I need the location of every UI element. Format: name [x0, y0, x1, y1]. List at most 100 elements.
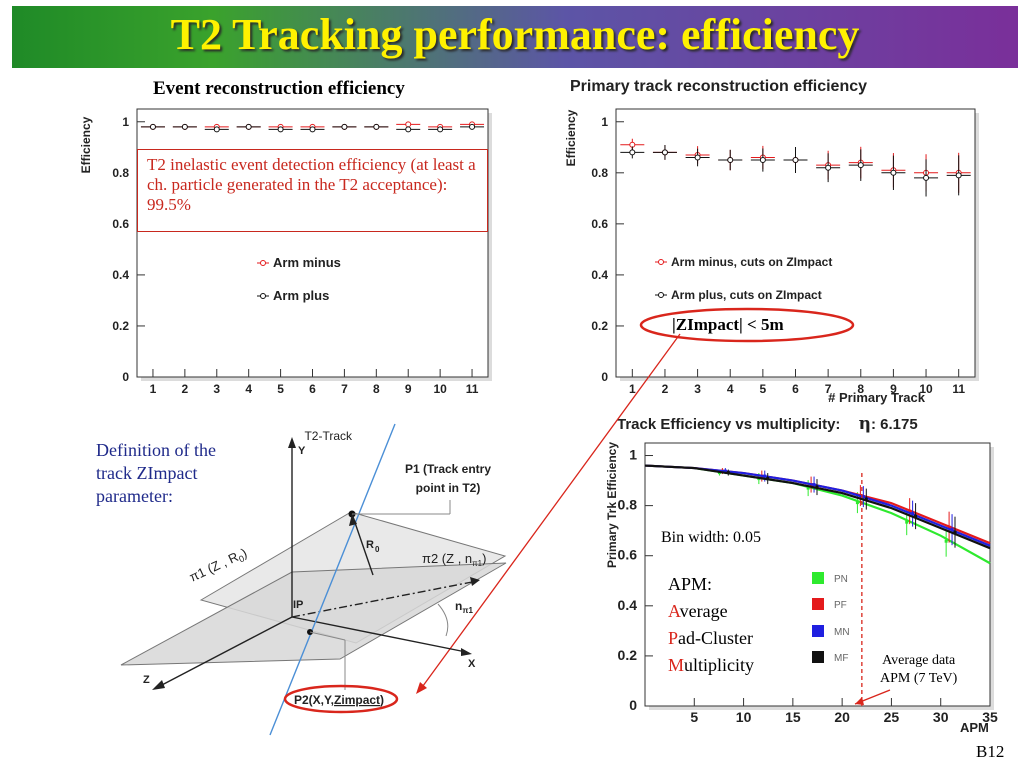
event-series-1-point — [277, 126, 284, 133]
mult-series-PF-point — [908, 509, 912, 513]
apm-title: APM: — [668, 574, 713, 594]
diagram-p2-c: ) — [380, 693, 384, 707]
mult-chart-xtick-label: 5 — [690, 709, 698, 725]
title-bar: T2 Tracking performance: efficiency — [12, 6, 1018, 68]
event-series-1-point — [437, 126, 444, 133]
primary-chart-ytick-label: 0.4 — [591, 268, 608, 282]
apm-line-1-first: A — [668, 601, 680, 621]
primary-panel-title: Primary track reconstruction efficiency — [570, 78, 868, 95]
event-chart-xtick-label: 6 — [309, 382, 316, 396]
primary-series-1-point — [759, 157, 766, 164]
primary-chart-ytick-label: 0.8 — [591, 166, 608, 180]
mult-series-PN-point — [944, 539, 948, 543]
mult-series-MF-point — [815, 485, 819, 489]
apm-line-1-rest: verage — [679, 601, 728, 621]
mult-series-MF-point — [726, 471, 730, 475]
n-pi1-arrowhead — [470, 577, 480, 586]
event-chart-xtick-label: 9 — [405, 382, 412, 396]
mult-chart-xtick-label: 25 — [884, 709, 900, 725]
primary-series-1-point — [792, 157, 799, 164]
apm-line-3: Multiplicity — [668, 652, 754, 679]
event-chart-xtick-label: 8 — [373, 382, 380, 396]
primary-series-1-point — [694, 154, 701, 161]
event-chart-ylabel: Efficiency — [79, 116, 93, 173]
apm-line-2-first: P — [668, 628, 679, 648]
primary-series-1-point — [890, 169, 897, 176]
primary-chart-xtick-label: 2 — [662, 382, 669, 396]
mult-series-PN-point — [806, 486, 810, 490]
primary-legend-label: Arm plus, cuts on ZImpact — [671, 288, 822, 302]
event-series-1-point — [341, 123, 348, 130]
primary-chart-ytick-label: 1 — [601, 115, 608, 129]
connector-arrowhead — [416, 682, 427, 694]
apm-line-3-first: M — [668, 655, 685, 675]
primary-chart-xlabel: # Primary Track — [828, 390, 926, 405]
mult-legend-label-PN: PN — [834, 574, 848, 585]
mult-chart-xtick-label: 35 — [982, 709, 998, 725]
n-pi1-vector — [291, 581, 473, 618]
definition-text: Definition of the track ZImpact paramete… — [96, 439, 216, 508]
x-axis-arrowhead — [461, 648, 472, 656]
mult-chart-xtick-label: 10 — [736, 709, 752, 725]
event-chart-ytick-label: 0 — [122, 370, 129, 384]
primary-chart-xtick-label: 7 — [825, 382, 832, 396]
plane-pi2 — [120, 562, 507, 666]
p2-leader-1 — [309, 631, 346, 641]
mult-series-PF-point — [947, 525, 951, 529]
mult-chart-xtick-label: 20 — [834, 709, 850, 725]
primary-series-1-point — [661, 149, 668, 156]
primary-series-1-point — [629, 149, 636, 156]
event-legend-marker — [260, 293, 266, 299]
mult-panel-title: Track Efficiency vs multiplicity: η: 6.1… — [617, 414, 918, 434]
mult-series-PN-point — [905, 520, 909, 524]
diagram-p2-b: Zimpact — [334, 693, 380, 707]
mult-title-text: Track Efficiency vs multiplicity: — [617, 416, 841, 433]
average-apm-arrowhead — [855, 697, 864, 705]
apm-line-3-rest: ultiplicity — [684, 655, 755, 675]
bin-width-label: Bin width: 0.05 — [659, 529, 764, 547]
mult-chart-ytick-label: 0.2 — [618, 647, 638, 663]
connector-arrow — [419, 333, 681, 691]
primary-legend-marker — [658, 259, 664, 265]
definition-line-2: track ZImpact — [96, 463, 198, 483]
diagram-p1-label-1: P1 (Track entry — [405, 462, 491, 476]
t2-track-line — [269, 423, 396, 736]
primary-chart-xtick-label: 5 — [760, 382, 767, 396]
diagram-pi1-end: ) — [239, 545, 249, 560]
eta-value: : 6.175 — [870, 416, 918, 433]
primary-chart-xtick-label: 10 — [919, 382, 933, 396]
mult-series-PN-point — [855, 501, 859, 505]
mult-chart-ytick-label: 0.8 — [618, 497, 638, 513]
event-chart-xtick-label: 11 — [466, 382, 479, 396]
slide-title: T2 Tracking performance: efficiency — [170, 10, 860, 59]
diagram-pi2-end: ) — [482, 551, 486, 566]
event-chart-xtick-label: 10 — [433, 382, 447, 396]
p2-ellipse — [283, 684, 399, 714]
event-chart-ytick-label: 0.8 — [112, 166, 129, 180]
diagram-pi1-sub: 0 — [237, 553, 246, 564]
mult-chart-xlabel: APM — [960, 720, 989, 735]
mult-legend-label-PF: PF — [834, 600, 847, 611]
mult-series-MN-point — [911, 512, 915, 516]
mult-series-MN-point — [763, 474, 767, 478]
mult-chart-ytick-label: 0.6 — [618, 547, 638, 563]
event-series-1-point — [245, 123, 252, 130]
event-chart-ytick-label: 0.2 — [112, 319, 129, 333]
primary-legend-marker — [658, 292, 664, 298]
mult-series-MN-point — [861, 495, 865, 499]
diagram-z-label: Z — [143, 674, 150, 686]
y-axis-arrowhead — [288, 437, 296, 448]
diagram-ip-label: IP — [293, 599, 303, 611]
diagram-r0-label: R — [366, 539, 374, 551]
apm-line-2: Pad-Cluster — [668, 625, 754, 652]
primary-chart-ytick-label: 0.6 — [591, 217, 608, 231]
zimpact-cut-label: |ZImpact| < 5m — [672, 315, 784, 334]
average-apm-note: Average data APM (7 TeV) — [880, 652, 958, 688]
diagram-x-label: X — [468, 658, 476, 670]
mult-chart-ytick-label: 1 — [629, 447, 637, 463]
event-chart-xtick-label: 2 — [182, 382, 189, 396]
x-axis — [291, 616, 467, 653]
definition-line-1: Definition of the — [96, 440, 216, 460]
diagram-npi-label: nπ1 — [455, 599, 473, 615]
